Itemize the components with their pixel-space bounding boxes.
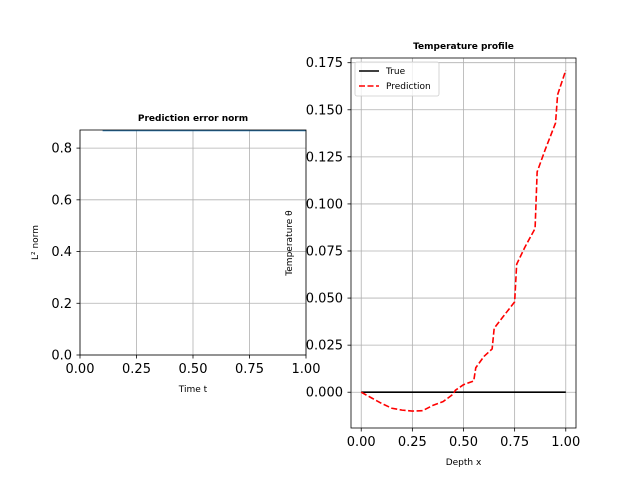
temperature-ytick-label: 0.075 xyxy=(306,245,343,260)
temperature-title: Temperature profile xyxy=(413,42,514,52)
legend-true-label: True xyxy=(385,67,406,77)
temperature-legend: True Prediction xyxy=(354,61,440,97)
temperature-xtick-label: 0.00 xyxy=(347,435,376,450)
temperature-ytick-label: 0.000 xyxy=(306,386,343,401)
temperature-ytick-label: 0.100 xyxy=(306,197,343,212)
temperature-ytick-label: 0.025 xyxy=(306,339,343,354)
legend-prediction-label: Prediction xyxy=(386,82,431,92)
temperature-ytick-label: 0.175 xyxy=(306,56,343,71)
temperature-xtick-label: 1.00 xyxy=(551,435,580,450)
temperature-ytick-label: 0.050 xyxy=(306,292,343,307)
temperature-series-prediction-line xyxy=(360,69,567,412)
error-norm-ticks: 0.00 0.25 0.50 0.75 1.00 0.0 0.2 0.4 0.6 0.8 xyxy=(51,142,320,377)
temperature-panel: 0.00 0.25 0.50 0.75 1.00 0.000 0.025 0.050 0.075… xyxy=(285,42,580,468)
temperature-xlabel: Depth x xyxy=(446,458,482,468)
temperature-ylabel: Temperature θ xyxy=(285,210,295,277)
temperature-xtick-label: 0.25 xyxy=(398,435,427,450)
temperature-ytick-label: 0.150 xyxy=(306,103,343,118)
error-norm-xtick-label: 0.50 xyxy=(179,362,208,377)
error-norm-ytick-label: 0.8 xyxy=(51,142,72,157)
error-norm-xtick-label: 0.75 xyxy=(235,362,264,377)
error-norm-ylabel: L² norm xyxy=(31,225,41,260)
temperature-ytick-label: 0.125 xyxy=(306,150,343,165)
error-norm-xtick-label: 1.00 xyxy=(292,362,321,377)
error-norm-ytick-label: 0.6 xyxy=(51,193,72,208)
temperature-ticks: 0.00 0.25 0.50 0.75 1.00 0.000 0.025 0.050 0.075… xyxy=(306,56,580,450)
error-norm-xtick-label: 0.00 xyxy=(66,362,95,377)
temperature-xtick-label: 0.75 xyxy=(500,435,529,450)
error-norm-title: Prediction error norm xyxy=(138,114,248,124)
temperature-series xyxy=(360,69,567,412)
error-norm-ytick-label: 0.2 xyxy=(51,297,72,312)
error-norm-xlabel: Time t xyxy=(178,385,208,395)
error-norm-ytick-label: 0.4 xyxy=(51,245,72,260)
error-norm-xtick-label: 0.25 xyxy=(122,362,151,377)
error-norm-ytick-label: 0.0 xyxy=(51,349,72,364)
error-norm-panel: 0.00 0.25 0.50 0.75 1.00 0.0 0.2 0.4 0.6 0.8 Pred… xyxy=(31,114,320,395)
temperature-xtick-label: 0.50 xyxy=(449,435,478,450)
